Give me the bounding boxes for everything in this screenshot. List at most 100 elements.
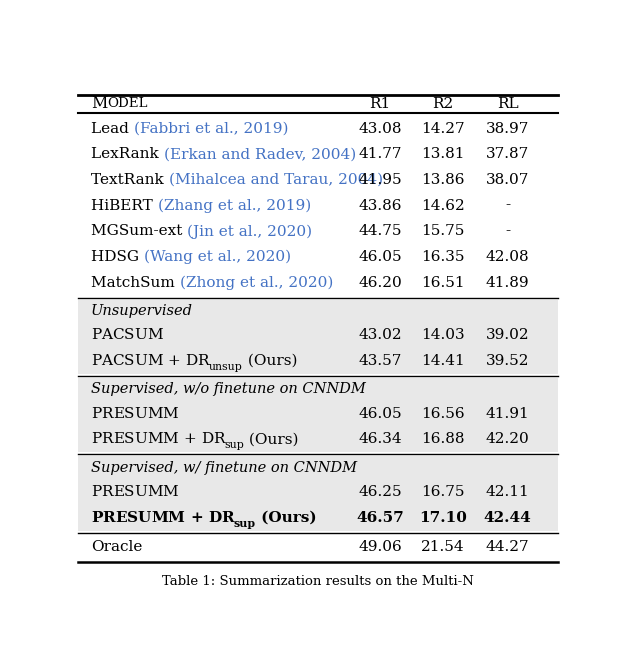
Text: R: R [102, 511, 115, 525]
Text: M: M [91, 95, 107, 113]
Text: 46.05: 46.05 [358, 407, 402, 421]
Text: R: R [213, 432, 224, 446]
Text: unsup: unsup [209, 362, 242, 372]
Text: Supervised, w/o finetune on CNNDM: Supervised, w/o finetune on CNNDM [91, 382, 366, 397]
Text: S: S [126, 511, 138, 525]
Text: (Mihalcea and Tarau, 2004): (Mihalcea and Tarau, 2004) [169, 173, 383, 187]
Text: 43.02: 43.02 [358, 329, 402, 342]
Text: 43.57: 43.57 [358, 354, 402, 368]
Text: 16.35: 16.35 [421, 250, 464, 264]
Text: P: P [91, 511, 102, 525]
Text: R1: R1 [370, 97, 391, 111]
Text: U: U [134, 485, 147, 499]
Text: U: U [134, 354, 147, 368]
Text: M: M [147, 485, 162, 499]
Text: R: R [221, 511, 234, 525]
Text: -: - [505, 224, 510, 238]
Text: 39.02: 39.02 [485, 329, 529, 342]
Text: 16.75: 16.75 [421, 485, 464, 499]
Text: A: A [101, 329, 112, 342]
Text: 37.87: 37.87 [486, 147, 529, 161]
Text: M: M [147, 407, 162, 421]
Text: (Erkan and Radev, 2004): (Erkan and Radev, 2004) [164, 147, 356, 161]
Text: 14.62: 14.62 [421, 199, 464, 213]
Text: E: E [113, 407, 124, 421]
Text: sup: sup [224, 441, 244, 450]
Text: 13.86: 13.86 [421, 173, 464, 187]
Text: HiBERT: HiBERT [91, 199, 157, 213]
Bar [78, 456, 558, 531]
Text: HDSG: HDSG [91, 250, 144, 264]
Text: 16.88: 16.88 [421, 432, 464, 446]
Text: 42.11: 42.11 [485, 485, 529, 499]
Text: 42.20: 42.20 [485, 432, 529, 446]
Text: M: M [162, 485, 179, 499]
Text: 14.41: 14.41 [421, 354, 464, 368]
Text: 43.86: 43.86 [358, 199, 402, 213]
Text: 46.25: 46.25 [358, 485, 402, 499]
Text: 46.05: 46.05 [358, 250, 402, 264]
Text: P: P [91, 432, 101, 446]
Text: 44.27: 44.27 [485, 540, 529, 555]
Text: D: D [208, 511, 221, 525]
Text: 41.95: 41.95 [358, 173, 402, 187]
Text: (Fabbri et al., 2019): (Fabbri et al., 2019) [134, 122, 288, 135]
Bar [78, 378, 558, 452]
Text: M: M [147, 329, 162, 342]
Text: ODEL: ODEL [107, 97, 148, 110]
Text: Table 1: Summarization results on the Multi-N: Table 1: Summarization results on the Mu… [162, 575, 474, 588]
Text: R: R [101, 407, 113, 421]
Text: 46.20: 46.20 [358, 275, 402, 290]
Text: U: U [134, 407, 147, 421]
Text: C: C [112, 329, 124, 342]
Text: +: + [167, 354, 180, 368]
Text: P: P [91, 407, 101, 421]
Text: 16.51: 16.51 [421, 275, 464, 290]
Text: Lead: Lead [91, 122, 134, 135]
Text: S: S [124, 329, 134, 342]
Text: 15.75: 15.75 [421, 224, 464, 238]
Text: MGSum-ext: MGSum-ext [91, 224, 187, 238]
Text: P: P [91, 329, 101, 342]
Text: 43.08: 43.08 [358, 122, 402, 135]
Text: +: + [183, 432, 196, 446]
Text: S: S [124, 432, 134, 446]
Text: 42.08: 42.08 [485, 250, 529, 264]
Text: M: M [162, 432, 179, 446]
Text: (Zhong et al., 2020): (Zhong et al., 2020) [180, 275, 333, 290]
Text: sup: sup [234, 518, 256, 529]
Text: 41.77: 41.77 [358, 147, 402, 161]
Text: 46.34: 46.34 [358, 432, 402, 446]
Text: 14.27: 14.27 [421, 122, 464, 135]
Text: Unsupervised: Unsupervised [91, 304, 193, 318]
Text: RL: RL [497, 97, 518, 111]
Text: 14.03: 14.03 [421, 329, 464, 342]
Text: S: S [124, 485, 134, 499]
Text: M: M [147, 354, 162, 368]
Text: R: R [197, 354, 209, 368]
Text: MatchSum: MatchSum [91, 275, 180, 290]
Text: (Ours): (Ours) [244, 432, 299, 446]
Text: (Jin et al., 2020): (Jin et al., 2020) [187, 224, 312, 238]
Text: D: D [201, 432, 213, 446]
Text: M: M [151, 511, 168, 525]
Text: M: M [168, 511, 185, 525]
Text: M: M [147, 432, 162, 446]
Text: R: R [101, 432, 113, 446]
Text: 42.44: 42.44 [484, 511, 531, 525]
Text: 41.91: 41.91 [485, 407, 529, 421]
Text: 21.54: 21.54 [421, 540, 464, 555]
Text: (Ours): (Ours) [242, 354, 297, 368]
Text: LexRank: LexRank [91, 147, 164, 161]
Text: 17.10: 17.10 [418, 511, 467, 525]
Text: S: S [124, 354, 134, 368]
Text: R: R [101, 485, 113, 499]
Text: 39.52: 39.52 [486, 354, 529, 368]
Text: (Zhang et al., 2019): (Zhang et al., 2019) [157, 198, 311, 213]
Text: -: - [505, 199, 510, 213]
Text: S: S [124, 407, 134, 421]
Text: P: P [91, 354, 101, 368]
Text: U: U [134, 432, 147, 446]
Text: M: M [162, 407, 179, 421]
Text: A: A [101, 354, 112, 368]
